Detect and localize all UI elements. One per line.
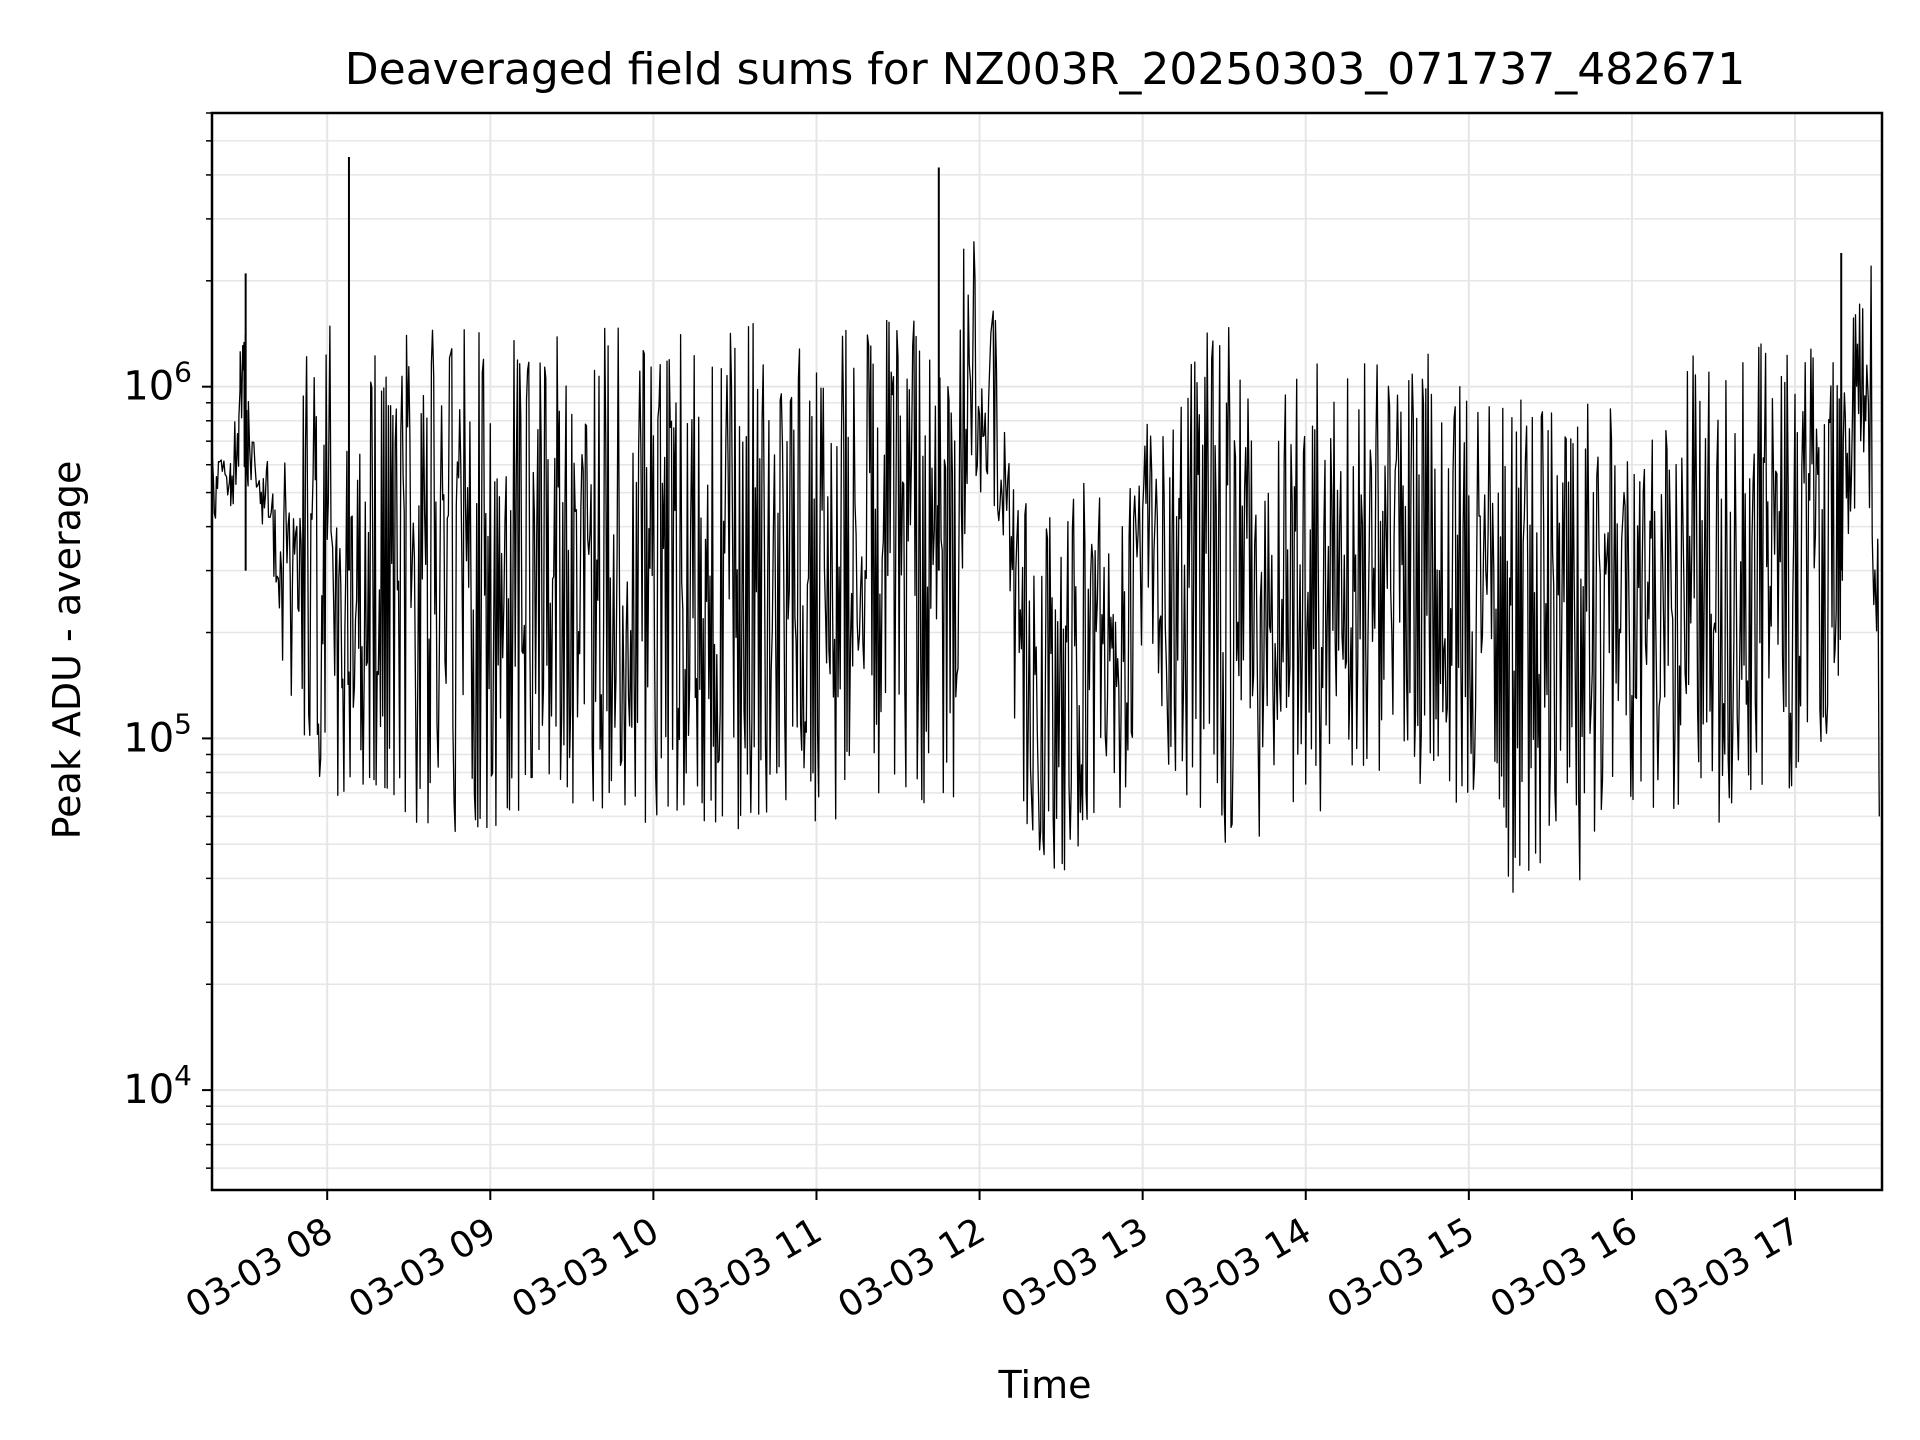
x-tick-label: 03-03 08 — [179, 1210, 340, 1326]
y-tick-label-exponent: 6 — [174, 356, 192, 389]
plot-frame — [210, 111, 1884, 1192]
x-tick-label: 03-03 13 — [994, 1210, 1155, 1326]
y-tick-label-exponent: 4 — [174, 1059, 192, 1092]
y-tick-label-exponent: 5 — [174, 707, 192, 740]
x-axis-label: Time — [998, 1363, 1092, 1407]
y-axis-label: Peak ADU - average — [45, 461, 89, 840]
x-tick-label: 03-03 10 — [505, 1210, 666, 1326]
x-tick-label: 03-03 17 — [1647, 1210, 1808, 1326]
y-tick-label: 104 — [123, 1059, 192, 1113]
y-tick-label: 106 — [123, 356, 192, 410]
x-tick-label: 03-03 15 — [1321, 1210, 1482, 1326]
y-tick-label-base: 10 — [123, 1067, 174, 1113]
x-tick-label: 03-03 14 — [1158, 1210, 1319, 1326]
x-tick-label: 03-03 09 — [342, 1210, 503, 1326]
y-tick-label-base: 10 — [123, 364, 174, 410]
x-tick-label: 03-03 12 — [831, 1210, 992, 1326]
series-line — [210, 241, 1880, 893]
x-tick-label: 03-03 11 — [668, 1210, 829, 1326]
chart-title: Deaveraged field sums for NZ003R_2025030… — [345, 44, 1745, 95]
x-tick-label: 03-03 16 — [1484, 1210, 1645, 1326]
y-tick-label: 105 — [123, 707, 192, 761]
y-tick-label-base: 10 — [123, 715, 174, 761]
plot-area — [210, 156, 1880, 893]
